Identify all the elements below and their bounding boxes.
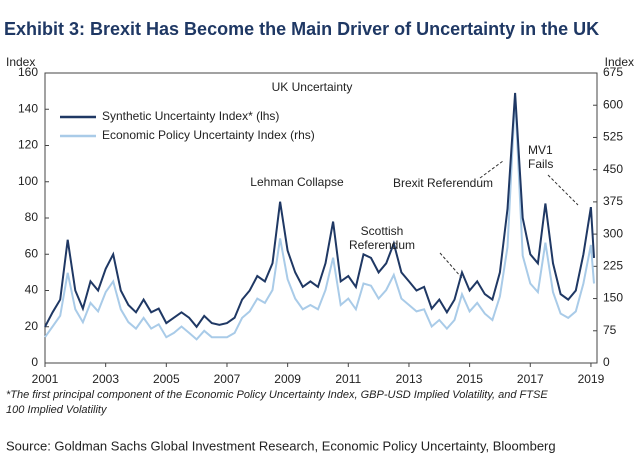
series-line [44, 96, 595, 341]
y-tick-label: 100 [18, 174, 38, 188]
y2-tick-label: 600 [603, 97, 623, 111]
annotation: MV1 [528, 143, 553, 157]
x-tick-label: 2007 [214, 372, 241, 386]
legend-label: Economic Policy Uncertainty Index (rhs) [102, 128, 315, 142]
y-tick-label: 20 [25, 319, 39, 333]
y-tick-label: 80 [25, 210, 39, 224]
y2-tick-label: 675 [603, 65, 623, 79]
x-tick-label: 2009 [274, 372, 301, 386]
y2-tick-label: 525 [603, 130, 623, 144]
x-tick-label: 2001 [32, 372, 59, 386]
annotation: Fails [528, 157, 553, 171]
arrow [547, 174, 579, 206]
subtitle: UK Uncertainty [272, 80, 353, 94]
y2-tick-label: 450 [603, 162, 623, 176]
legend-label: Synthetic Uncertainty Index* (lhs) [102, 109, 279, 123]
y-tick-label: 140 [18, 101, 38, 115]
x-tick-label: 2003 [92, 372, 119, 386]
annotation: Brexit Referendum [393, 176, 493, 190]
x-tick-label: 2005 [153, 372, 180, 386]
x-tick-label: 2019 [578, 372, 605, 386]
y-axis-label: Index [6, 55, 35, 69]
y-tick-label: 40 [25, 283, 39, 297]
source: Source: Goldman Sachs Global Investment … [6, 438, 556, 453]
y2-tick-label: 75 [603, 323, 617, 337]
y-tick-label: 60 [25, 246, 39, 260]
y2-tick-label: 225 [603, 259, 623, 273]
x-tick-label: 2015 [456, 372, 483, 386]
footnote: *The first principal component of the Ec… [6, 389, 548, 401]
series-line [44, 92, 595, 329]
footnote: 100 Implied Volatility [6, 404, 108, 416]
annotation: Referendum [349, 238, 415, 252]
y2-tick-label: 0 [603, 355, 610, 369]
y-tick-label: 160 [18, 65, 38, 79]
arrow [439, 252, 463, 279]
x-tick-label: 2013 [396, 372, 423, 386]
y-tick-label: 120 [18, 138, 38, 152]
x-tick-label: 2011 [335, 372, 361, 386]
y2-tick-label: 150 [603, 291, 623, 305]
x-tick-label: 2017 [517, 372, 544, 386]
chart-title: Exhibit 3: Brexit Has Become the Main Dr… [4, 19, 599, 39]
annotation: Lehman Collapse [250, 175, 344, 189]
y2-axis-label: Index [605, 55, 634, 69]
annotation-arrows [439, 160, 579, 279]
y2-tick-label: 375 [603, 194, 623, 208]
y2-tick-label: 300 [603, 226, 623, 240]
y-tick-label: 0 [31, 355, 38, 369]
annotation: Scottish [361, 224, 404, 238]
